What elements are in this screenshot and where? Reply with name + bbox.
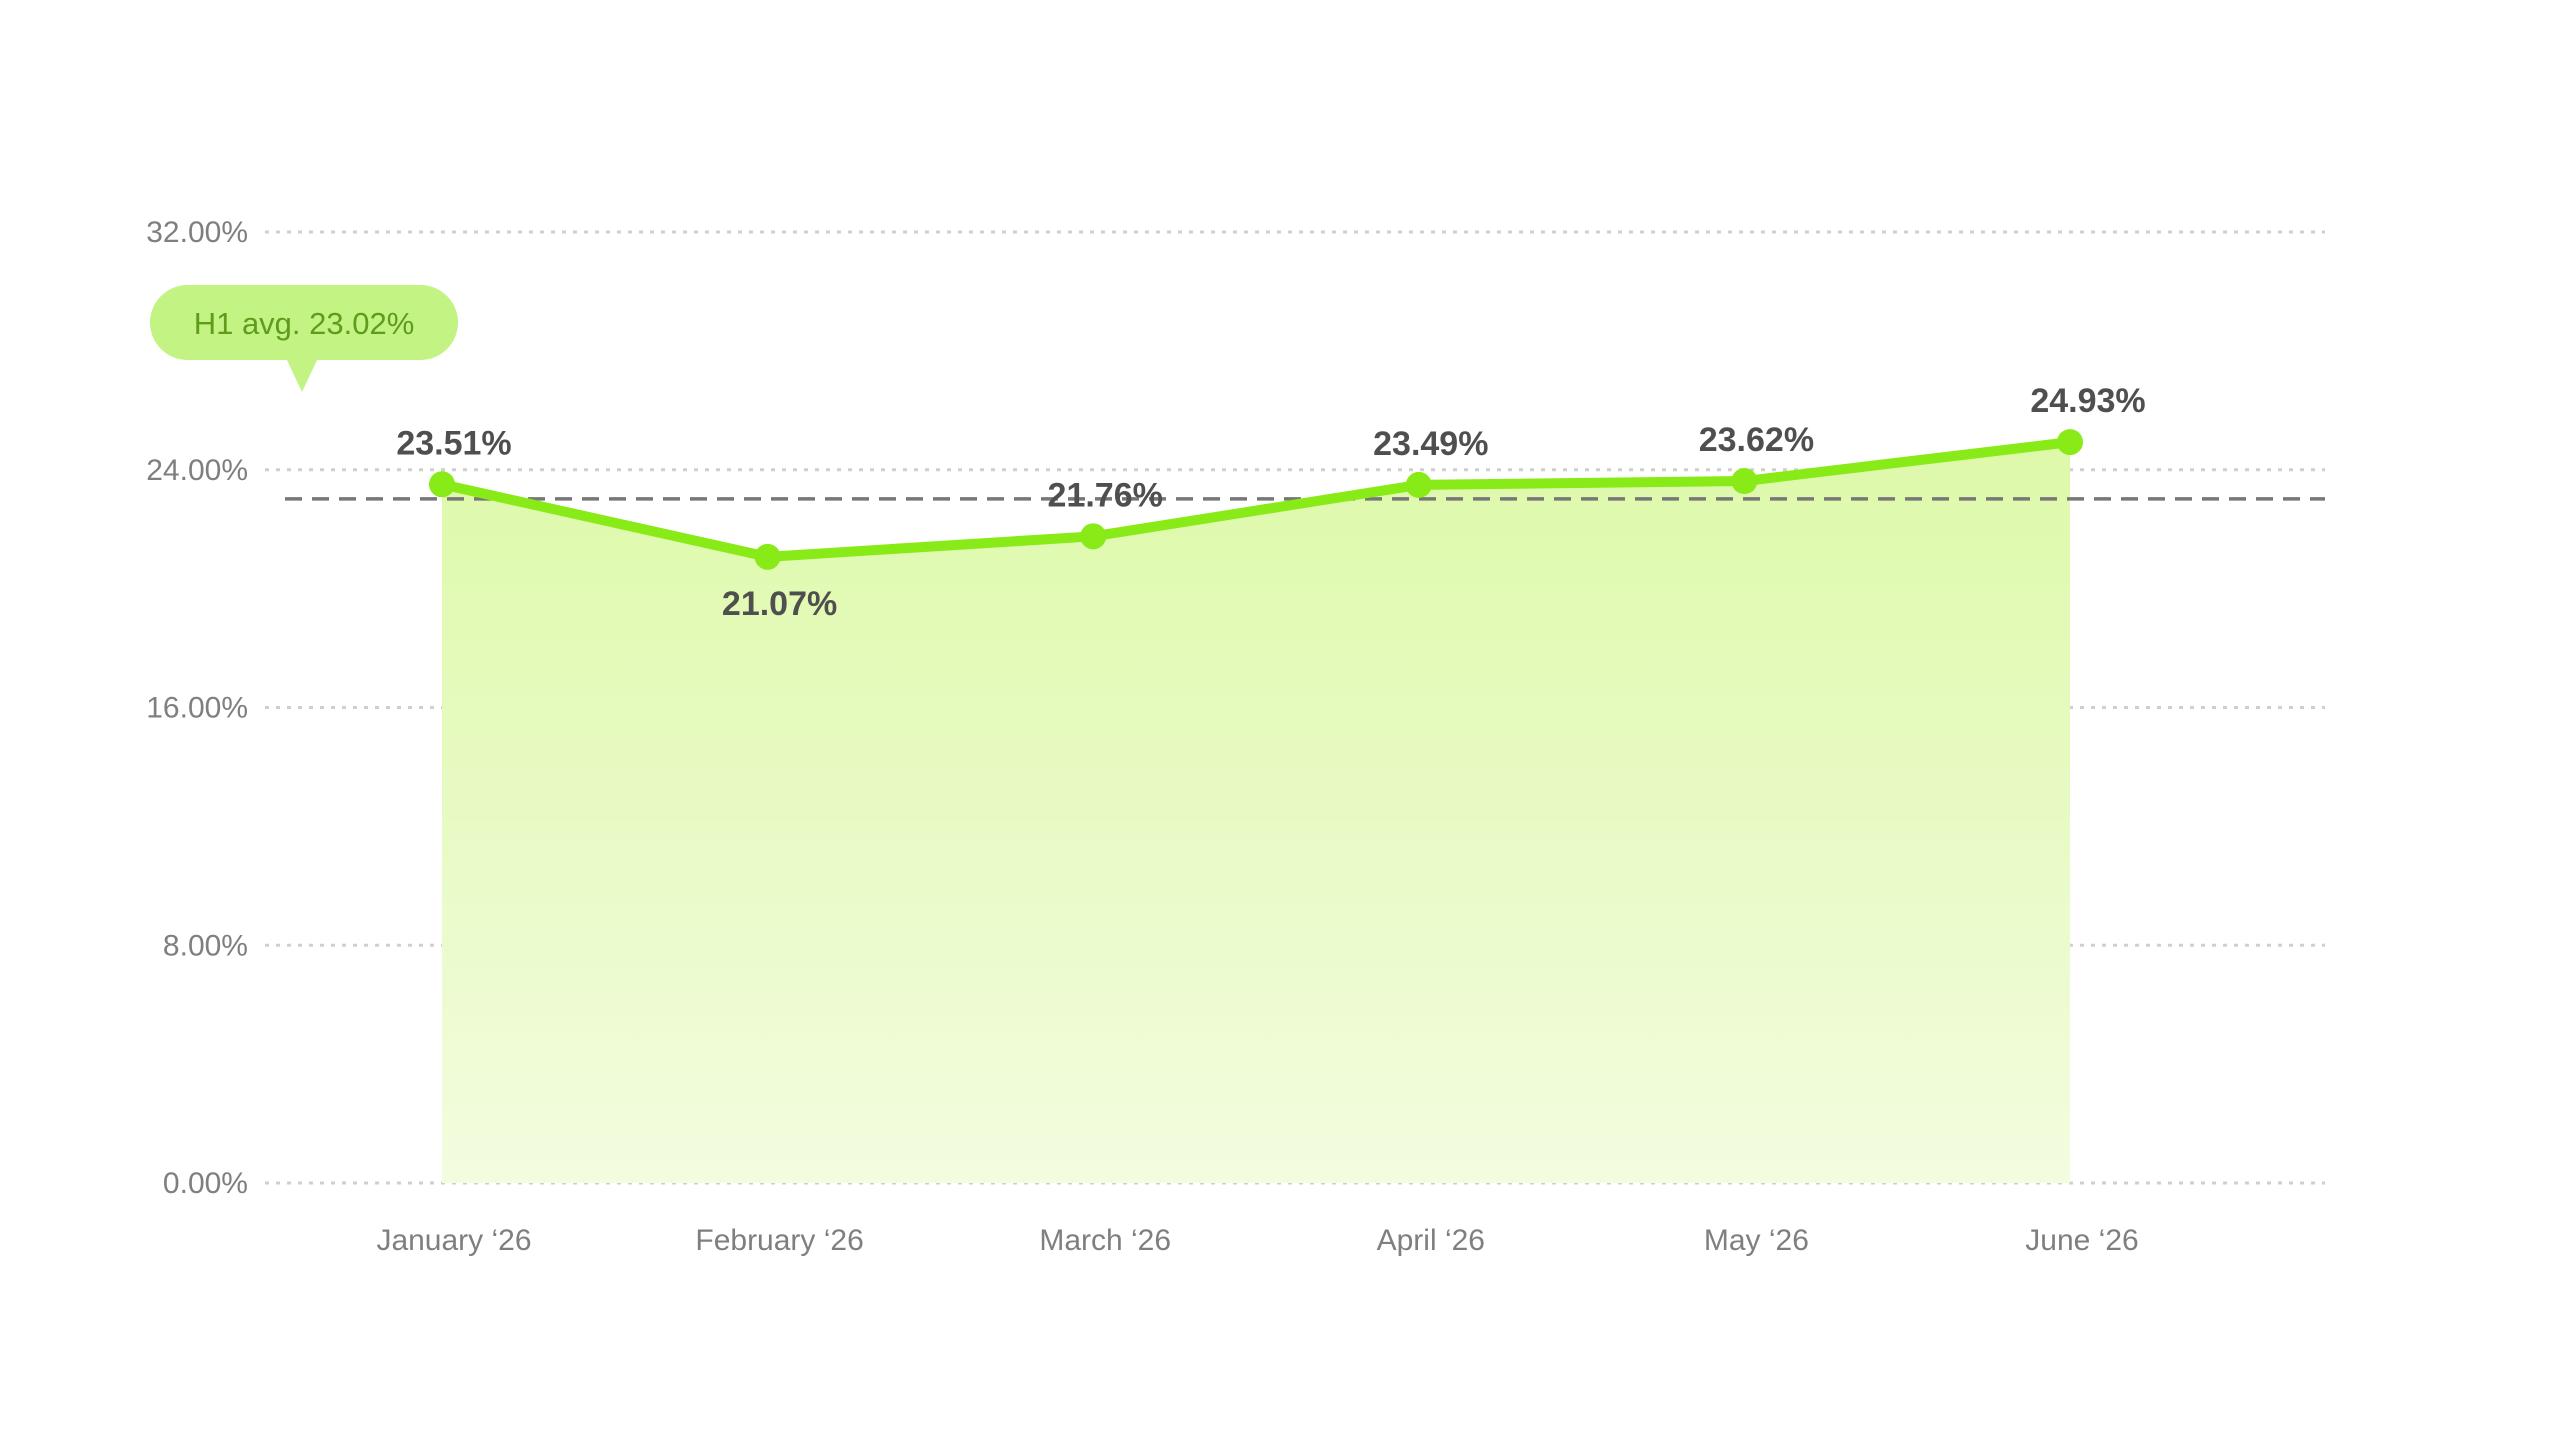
- callout-pointer: [286, 358, 318, 392]
- x-tick-label: June ‘26: [2025, 1224, 2138, 1257]
- y-tick-label: 32.00%: [146, 216, 248, 249]
- data-label: 21.07%: [722, 585, 837, 623]
- y-tick-label: 0.00%: [163, 1167, 248, 1200]
- data-point: [1405, 471, 1432, 498]
- x-tick-label: January ‘26: [376, 1224, 531, 1257]
- callout-bubble: [150, 285, 458, 360]
- data-labels: 23.51% 21.07% 21.76% 23.49% 23.62% 24.93%: [396, 382, 2145, 623]
- x-tick-label: March ‘26: [1039, 1224, 1171, 1257]
- data-label: 23.51%: [396, 424, 511, 462]
- area-fill-layer: [442, 442, 2070, 1183]
- y-axis-tick-labels: 0.00% 8.00% 16.00% 24.00% 32.00%: [146, 216, 248, 1200]
- y-tick-label: 16.00%: [146, 692, 248, 725]
- x-axis-tick-labels: January ‘26 February ‘26 March ‘26 April ‘2…: [376, 1224, 2138, 1257]
- average-callout: H1 avg. 23.02%: [150, 285, 458, 392]
- data-label: 21.76%: [1048, 476, 1163, 514]
- data-point: [1731, 468, 1758, 495]
- series-line-layer: [437, 437, 2075, 562]
- data-point-markers: [429, 429, 2083, 570]
- data-point: [1080, 523, 1107, 550]
- x-tick-label: May ‘26: [1704, 1224, 1809, 1257]
- data-label: 23.62%: [1699, 421, 1814, 459]
- data-point: [2057, 429, 2083, 456]
- y-tick-label: 24.00%: [146, 454, 248, 487]
- y-tick-label: 8.00%: [163, 929, 248, 962]
- area-fill: [442, 442, 2070, 1183]
- data-label: 24.93%: [2030, 382, 2145, 420]
- data-label: 23.49%: [1373, 425, 1488, 463]
- x-tick-label: April ‘26: [1377, 1224, 1485, 1257]
- average-callout-label: H1 avg. 23.02%: [194, 306, 415, 341]
- data-point: [429, 471, 455, 498]
- series-line: [437, 437, 2075, 562]
- x-tick-label: February ‘26: [695, 1224, 863, 1257]
- data-point: [754, 543, 781, 570]
